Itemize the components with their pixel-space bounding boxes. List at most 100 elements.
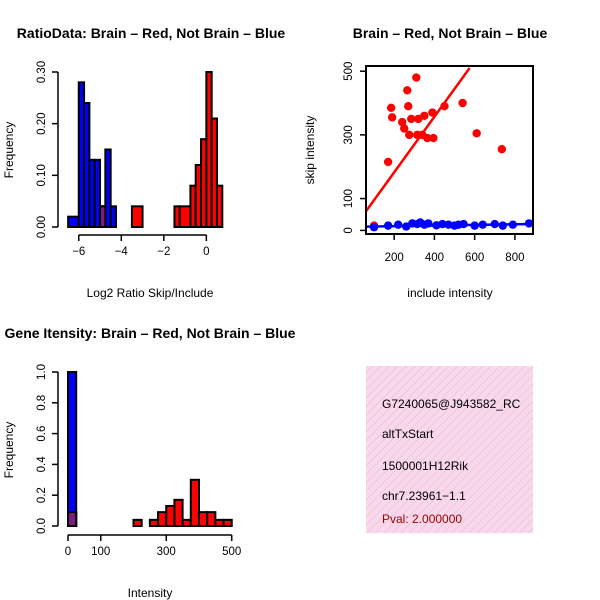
gene-y-tick-label: 0.4: [36, 456, 48, 473]
brain-point: [428, 108, 437, 117]
brain-point: [458, 98, 467, 108]
info-line-probe: G7240065@J943582_RC: [382, 397, 521, 411]
ratio-histogram-xlabel: Log2 Ratio Skip/Include: [87, 286, 214, 300]
gene-brain-bar: [189, 478, 200, 527]
ratio-not-brain-bar: [104, 148, 112, 228]
gene-brain-bar: [148, 518, 160, 528]
ratio-not-brain-bar: [109, 205, 117, 228]
gene-intensity-xlabel: Intensity: [128, 586, 173, 600]
brain-point: [407, 114, 416, 124]
scatter-y-tick-label: 100: [343, 189, 355, 208]
brain-point: [383, 157, 393, 167]
brain-point: [403, 86, 412, 95]
gene-brain-bar: [214, 518, 225, 528]
scatter-y-tick-label: 0: [343, 227, 355, 233]
info-line-locus: chr7.23961−1.1: [382, 489, 466, 503]
not-brain-point: [470, 221, 479, 230]
ratio-histogram-title: RatioData: Brain – Red, Not Brain – Blue: [17, 25, 286, 41]
info-line-gene: 1500001H12Rik: [382, 459, 469, 473]
gene-brain-bar: [197, 511, 209, 528]
scatter-y-tick-label: 300: [343, 125, 355, 144]
gene-x-tick-label: 0: [65, 546, 71, 558]
gene-y-tick-label: 0.2: [36, 487, 48, 503]
ratio-y-tick-label: 0.30: [36, 61, 48, 83]
ratio-brain-bar: [178, 205, 192, 228]
not-brain-point: [383, 221, 393, 230]
brain-point: [386, 103, 396, 113]
gene-brain-bar: [157, 511, 168, 528]
gene-not-brain-bar: [67, 371, 78, 527]
gene-y-tick-label: 1.0: [36, 364, 48, 380]
brain-point: [398, 117, 407, 127]
brain-point: [405, 130, 414, 140]
ratio-y-tick-label: 0.10: [36, 164, 48, 186]
gene-brain-bar: [222, 518, 233, 528]
intensity-scatter: Brain – Red, Not Brain – Blue 200 400 600 8…: [303, 25, 547, 300]
not-brain-point: [490, 219, 499, 229]
gene-brain-bar: [173, 498, 184, 528]
gene-x-tick-label: 500: [222, 546, 241, 558]
scatter-x-tick-label: 600: [465, 252, 484, 264]
brain-point: [429, 133, 438, 143]
brain-point: [400, 124, 409, 133]
not-brain-point: [459, 219, 468, 229]
ratio-brain-bar: [130, 205, 144, 228]
gene-brain-bar: [181, 518, 192, 528]
intensity-scatter-axes: 200 400 600 800 0 100 300 500: [343, 62, 524, 264]
brain-point: [440, 102, 449, 111]
ratio-brain-bar: [215, 184, 224, 229]
scatter-x-tick-label: 400: [425, 252, 444, 264]
gene-brain-bar: [206, 511, 217, 528]
gene-y-tick-label: 0.0: [36, 518, 48, 534]
gene-y-tick-label: 0.8: [36, 395, 48, 411]
ratio-overlap-bar: [99, 205, 107, 228]
intensity-scatter-ylabel: skip intensity: [303, 116, 317, 185]
gene-intensity-bars: [67, 371, 233, 528]
ratio-not-brain-bar: [93, 158, 102, 228]
brain-point: [412, 73, 421, 82]
gene-overlap-bar: [67, 511, 78, 528]
ratio-histogram: RatioData: Brain – Red, Not Brain – Blue…: [2, 25, 285, 300]
not-brain-point: [393, 220, 403, 229]
scatter-trend-lines: [366, 67, 533, 228]
ratio-x-tick-label: −4: [115, 246, 129, 258]
info-pval: Pval: 2.000000: [382, 512, 462, 526]
gene-x-tick-label: 300: [157, 546, 176, 558]
brain-point: [472, 129, 481, 138]
gene-intensity-title: Gene Itensity: Brain – Red, Not Brain – …: [5, 325, 296, 341]
not-brain-point: [498, 221, 508, 230]
scatter-plot-frame: [365, 65, 534, 235]
info-panel-background: [366, 366, 533, 533]
brain-point: [497, 145, 507, 154]
ratio-brain-bar: [210, 117, 218, 228]
gene-y-tick-label: 0.6: [36, 426, 48, 442]
ratio-x-tick-label: −6: [72, 246, 85, 258]
gene-brain-bar: [165, 504, 176, 528]
brain-point: [387, 113, 397, 122]
gene-x-tick-label: 100: [91, 546, 110, 558]
not-brain-point: [478, 220, 487, 229]
brain-point: [423, 133, 432, 143]
scatter-y-tick-label: 500: [343, 62, 355, 81]
info-panel: G7240065@J943582_RC altTxStart 1500001H1…: [366, 366, 533, 533]
not-brain-point: [424, 219, 433, 228]
ratio-not-brain-bar: [67, 215, 80, 229]
scatter-x-tick-label: 800: [505, 252, 524, 264]
scatter-x-tick-label: 200: [385, 252, 404, 264]
ratio-y-tick-label: 0.00: [36, 216, 48, 238]
brain-trend-line: [366, 67, 471, 213]
gene-intensity-ylabel: Frequency: [2, 422, 16, 479]
intensity-scatter-title: Brain – Red, Not Brain – Blue: [353, 25, 548, 41]
ratio-histogram-bars: [67, 71, 224, 229]
intensity-scatter-xlabel: include intensity: [407, 286, 492, 300]
ratio-histogram-ylabel: Frequency: [2, 122, 16, 179]
brain-point: [404, 102, 413, 111]
not-brain-point: [369, 223, 379, 232]
ratio-x-tick-label: 0: [203, 246, 209, 258]
brain-point: [420, 111, 429, 120]
info-line-event-type: altTxStart: [382, 427, 434, 441]
ratio-x-tick-label: −2: [157, 246, 170, 258]
scatter-points: [369, 73, 533, 232]
not-brain-point: [524, 219, 533, 228]
